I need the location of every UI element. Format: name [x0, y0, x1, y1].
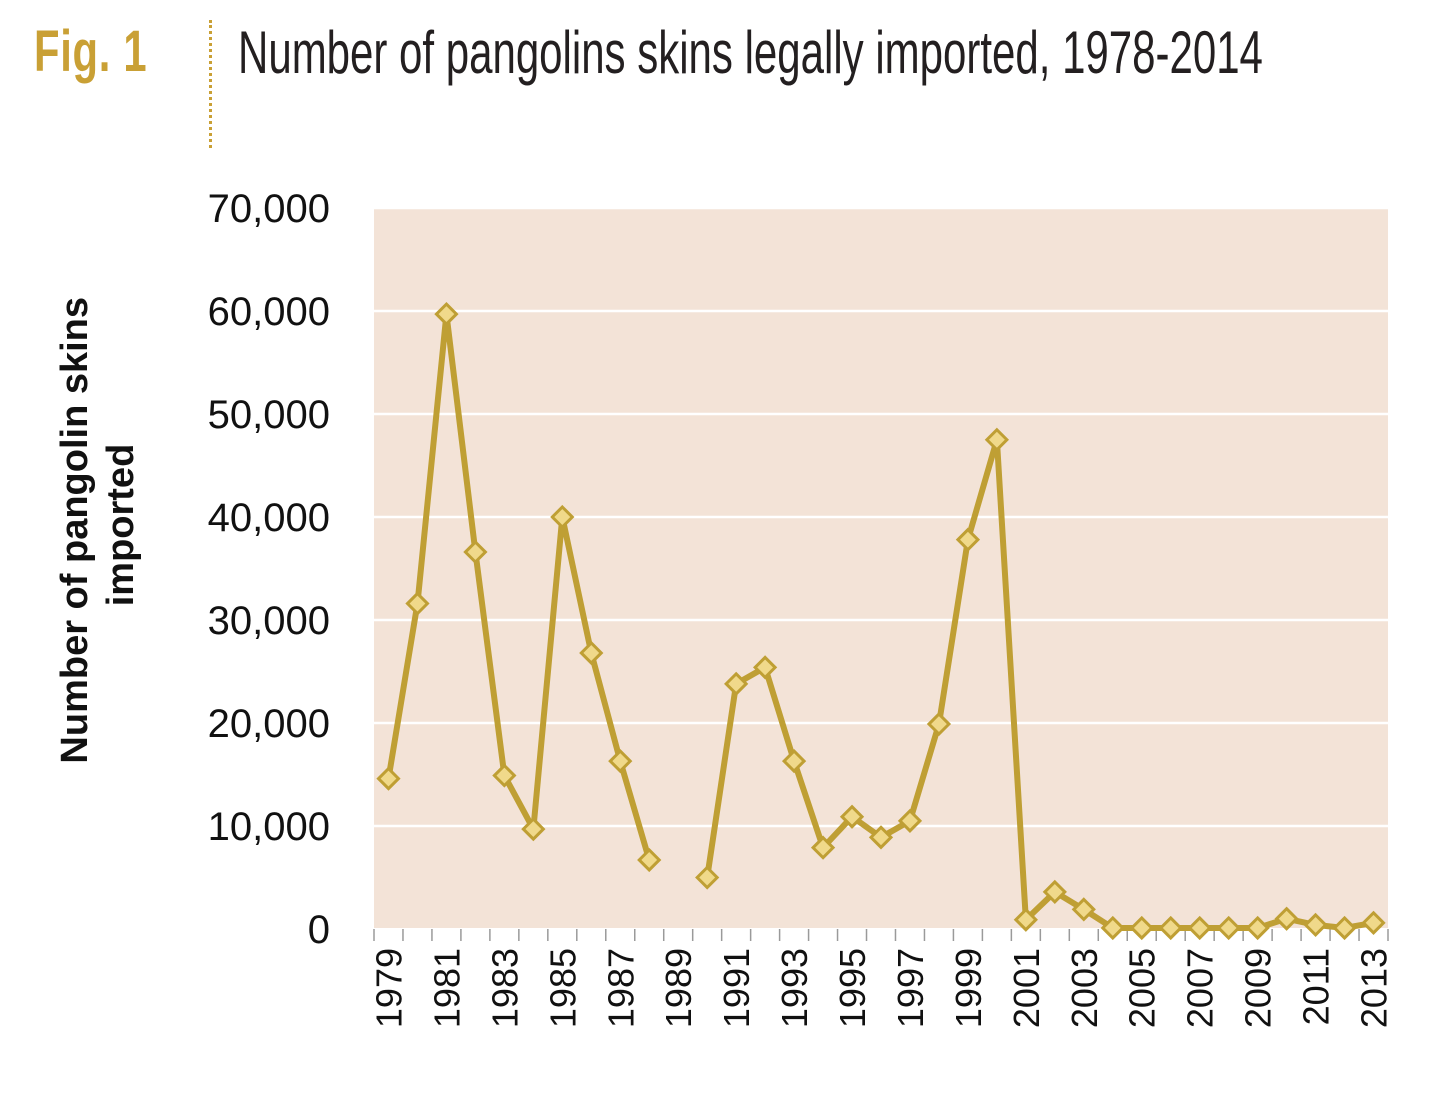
data-point-marker [868, 825, 894, 850]
x-tick-label: 1997 [890, 948, 931, 1028]
data-point-marker [1187, 915, 1212, 941]
series-segment [385, 311, 653, 863]
x-tick-label: 2005 [1122, 948, 1163, 1028]
y-axis-label-line-2: imported [100, 444, 142, 607]
data-point-marker [376, 766, 401, 791]
x-tick-label: 2009 [1238, 948, 1279, 1028]
y-tick-label: 10,000 [208, 805, 330, 849]
plot-background [374, 208, 1388, 929]
x-tick-label: 1981 [426, 948, 467, 1028]
data-point-marker [781, 748, 807, 774]
x-tick-label: 1987 [600, 948, 641, 1028]
data-point-marker [492, 763, 517, 788]
x-tick-label: 2001 [1006, 948, 1047, 1028]
x-tick-label: 2003 [1064, 948, 1105, 1028]
data-point-marker [955, 527, 981, 552]
data-point-marker [1332, 915, 1357, 941]
x-axis-ticks: 1979 1981 1983 1985 1987 1989 1991 1993 1995 1997… [368, 948, 1394, 1028]
data-point-marker [839, 804, 865, 829]
y-axis-label: Number of pangolin skins imported [54, 286, 142, 763]
y-tick-label: 40,000 [208, 496, 330, 540]
data-point-marker [1245, 915, 1270, 941]
x-tick-label: 1991 [716, 948, 757, 1028]
x-tick-label: 2011 [1296, 948, 1337, 1025]
data-point-marker [897, 808, 923, 833]
data-point-marker [1071, 897, 1096, 922]
data-point-marker [550, 504, 575, 530]
y-tick-label: 20,000 [208, 702, 330, 746]
x-tick-label: 1995 [832, 948, 873, 1028]
y-tick-label: 30,000 [208, 599, 330, 643]
data-point-marker [434, 301, 459, 327]
data-point-marker [1129, 915, 1154, 941]
data-point-marker [1361, 910, 1386, 935]
y-tick-label: 60,000 [208, 290, 330, 334]
y-axis-label-line-1: Number of pangolin skins [54, 297, 96, 764]
data-point-marker [579, 640, 604, 666]
data-point-marker [1158, 915, 1183, 941]
x-tick-label: 1979 [368, 948, 409, 1028]
figure-title: Number of pangolins skins legally import… [238, 19, 1263, 86]
data-point-marker [1013, 907, 1038, 932]
data-point-marker [810, 835, 836, 860]
data-point-marker [926, 711, 952, 737]
x-tick-label: 1993 [774, 948, 815, 1028]
data-point-marker [724, 671, 749, 696]
data-point-marker [463, 539, 488, 565]
data-point-marker [405, 591, 430, 616]
x-tick-label: 1989 [658, 948, 699, 1028]
y-tick-label: 0 [308, 908, 330, 952]
series-markers [376, 301, 1386, 941]
x-tick-label: 1999 [948, 948, 989, 1028]
data-point-marker [752, 655, 778, 680]
x-tick-label: 2007 [1180, 948, 1221, 1028]
y-tick-label: 50,000 [208, 393, 330, 437]
data-point-marker [1303, 912, 1328, 938]
x-tick-label: 1983 [484, 948, 525, 1028]
figure-label: Fig. 1 [34, 19, 148, 84]
x-tick-label: 2013 [1354, 948, 1395, 1028]
data-point-marker [608, 748, 633, 774]
data-point-marker [637, 847, 662, 873]
x-tick-label: 1985 [542, 948, 583, 1028]
data-point-marker [984, 427, 1010, 452]
data-point-marker [521, 816, 546, 842]
data-point-marker [1216, 915, 1241, 941]
data-point-marker [1042, 879, 1067, 905]
data-point-marker [695, 865, 720, 890]
y-axis-ticks: 0 10,000 20,000 30,000 40,000 50,000 60,000 70,… [208, 187, 330, 952]
title-divider [209, 20, 212, 148]
data-point-marker [1274, 906, 1299, 931]
y-tick-label: 70,000 [208, 187, 330, 231]
data-point-marker [1100, 915, 1125, 941]
